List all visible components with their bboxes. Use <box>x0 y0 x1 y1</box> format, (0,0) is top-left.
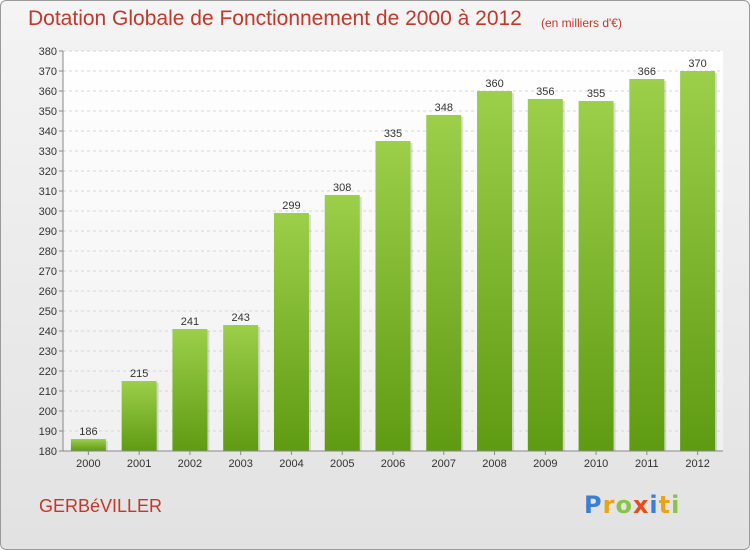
y-axis-ticks: 180 190 200 210 220 230 240 250 260 270 280 290 300 3… <box>39 46 64 458</box>
y-tick-label: 290 <box>39 226 57 238</box>
y-tick-label: 220 <box>39 366 57 378</box>
value-label: 355 <box>587 88 605 100</box>
bar <box>426 115 462 451</box>
x-tick-label: 2004 <box>279 458 303 470</box>
bar <box>477 91 513 451</box>
y-tick-label: 190 <box>39 426 57 438</box>
y-tick-label: 270 <box>39 266 57 278</box>
chart-subtitle: (en milliers d'€) <box>541 16 622 30</box>
value-label: 360 <box>485 78 503 90</box>
bar <box>578 101 614 451</box>
y-tick-label: 350 <box>39 106 57 118</box>
x-tick-label: 2011 <box>635 458 659 470</box>
bar <box>375 141 411 451</box>
x-tick-label: 2007 <box>432 458 456 470</box>
y-tick-label: 200 <box>39 406 57 418</box>
logo-letter: x <box>632 491 650 519</box>
y-tick-label: 320 <box>39 166 57 178</box>
y-tick-label: 300 <box>39 206 57 218</box>
bar <box>70 439 106 451</box>
bar <box>172 329 208 451</box>
y-tick-label: 310 <box>39 186 57 198</box>
x-tick-label: 2008 <box>482 458 506 470</box>
value-label: 215 <box>130 368 148 380</box>
x-tick-label: 2002 <box>178 458 202 470</box>
y-tick-label: 280 <box>39 246 57 258</box>
y-tick-label: 210 <box>39 386 57 398</box>
y-tick-label: 260 <box>39 286 57 298</box>
bar <box>629 79 665 451</box>
value-label: 356 <box>536 86 554 98</box>
logo-letter: i <box>671 491 681 519</box>
bar <box>223 325 259 451</box>
x-tick-label: 2012 <box>685 458 709 470</box>
bar <box>121 381 157 451</box>
logo-letter: o <box>615 491 633 519</box>
logo-letter: P <box>584 491 603 519</box>
y-tick-label: 370 <box>39 66 57 78</box>
proxiti-logo: Proxiti <box>584 491 680 519</box>
logo-letter: i <box>649 491 659 519</box>
x-tick-label: 2010 <box>584 458 608 470</box>
bar <box>680 71 716 451</box>
y-tick-label: 180 <box>39 446 57 458</box>
x-tick-label: 2005 <box>330 458 354 470</box>
chart-title: Dotation Globale de Fonctionnement de 20… <box>28 7 522 30</box>
y-tick-label: 250 <box>39 306 57 318</box>
y-tick-label: 380 <box>39 46 57 58</box>
x-tick-label: 2001 <box>127 458 151 470</box>
y-tick-label: 330 <box>39 146 57 158</box>
bar <box>273 213 309 451</box>
value-label: 241 <box>181 316 199 328</box>
bar <box>527 99 563 451</box>
value-label: 299 <box>282 200 300 212</box>
bars <box>70 71 718 451</box>
y-tick-label: 240 <box>39 326 57 338</box>
y-tick-label: 360 <box>39 86 57 98</box>
x-tick-label: 2000 <box>76 458 100 470</box>
x-tick-label: 2003 <box>228 458 252 470</box>
value-label: 243 <box>232 312 250 324</box>
x-axis-ticks: 2000 2001 2002 2003 2004 2005 2006 2007 2008 2009… <box>63 450 723 470</box>
value-label: 366 <box>638 66 656 78</box>
logo-letter: t <box>658 491 672 519</box>
bar <box>324 195 360 451</box>
x-tick-label: 2006 <box>381 458 405 470</box>
logo-letter: r <box>602 491 616 519</box>
value-label: 348 <box>435 102 453 114</box>
value-label: 335 <box>384 128 402 140</box>
value-labels: 186 215 241 243 299 308 335 348 360 356 355 366 370 <box>79 58 707 438</box>
commune-name: GERBéVILLER <box>39 496 163 516</box>
value-label: 308 <box>333 182 351 194</box>
value-label: 370 <box>688 58 706 70</box>
y-tick-label: 230 <box>39 346 57 358</box>
value-label: 186 <box>79 426 97 438</box>
y-tick-label: 340 <box>39 126 57 138</box>
x-tick-label: 2009 <box>533 458 557 470</box>
